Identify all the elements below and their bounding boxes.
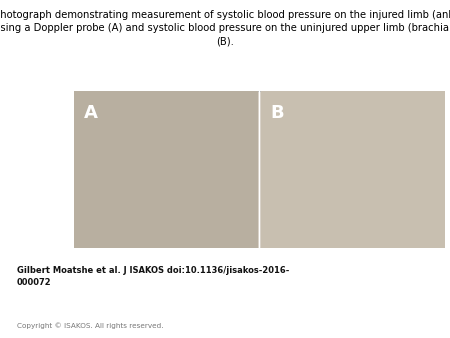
- Text: JISAKOS: JISAKOS: [380, 304, 433, 317]
- Text: Copyright © ISAKOS. All rights reserved.: Copyright © ISAKOS. All rights reserved.: [17, 322, 164, 329]
- Text: Gilbert Moatshe et al. J ISAKOS doi:10.1136/jisakos-2016-
000072: Gilbert Moatshe et al. J ISAKOS doi:10.1…: [17, 266, 289, 287]
- Bar: [74, 91, 257, 248]
- Text: A: A: [84, 104, 97, 122]
- Bar: [261, 91, 445, 248]
- Text: B: B: [270, 104, 284, 122]
- Text: A photograph demonstrating measurement of systolic blood pressure on the injured: A photograph demonstrating measurement o…: [0, 10, 450, 47]
